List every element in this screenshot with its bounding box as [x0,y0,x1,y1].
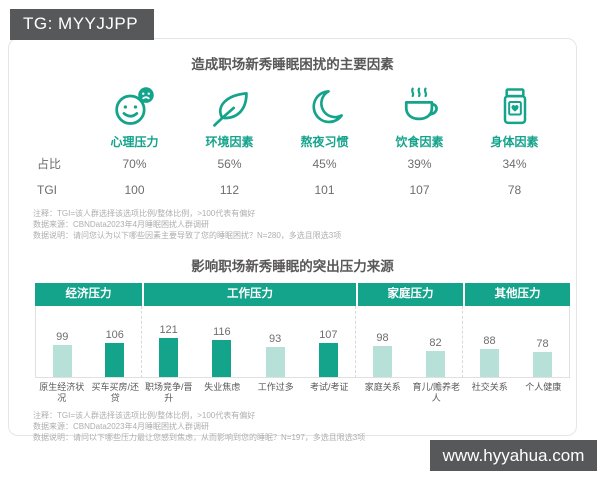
share-value: 70% [122,157,147,171]
tg-tag-badge: TG: MYYJJPP [10,9,155,40]
bar-value: 99 [56,330,69,343]
bar-value: 116 [213,325,231,338]
factor-label: 心理压力 [110,135,159,149]
bar-value: 88 [483,334,496,347]
bar-column: 106 [105,328,125,377]
bar-column: 88 [480,335,499,377]
section1-notes: 注释：TGI=该人群选择该选项比例/整体比例，>100代表有偏好 数据来源：CB… [33,208,576,242]
bars-area: 121 116 93 107 [142,305,356,378]
pressure-group-header: 家庭压力 [356,282,463,306]
bar-value: 82 [429,336,442,349]
bar [480,348,499,377]
note-line: 数据说明：请问您认为以下哪些因素主要导致了您的睡眠困扰？N=280，多选且限选3… [33,231,342,241]
bar-label: 失业焦虑 [204,381,241,392]
factors-table: 心理压力 环境因素 熬夜习惯 饮食因素 身体因素 占比 70% 56% 45% … [29,83,562,203]
infographic-card: 造成职场新秀睡眠困扰的主要因素 心理压力 环境因素 [8,38,577,442]
bar-value: 121 [159,323,178,336]
share-value: 56% [217,157,242,171]
factor-label: 身体因素 [490,135,539,149]
bar-label: 买车买房/还贷 [91,381,139,404]
row-label-tgi: TGI [37,183,57,197]
tgi-value: 101 [314,183,335,197]
bar [373,345,392,377]
bar-labels-row: 家庭关系 育儿/赡养老人 [356,378,463,405]
pressure-group-header: 工作压力 [142,282,356,306]
factor-label: 熬夜习惯 [300,135,349,149]
bar-column: 121 [159,323,179,377]
pressure-group: 经济压力 99 106 原生经济状况 买车买房/还贷 [35,282,142,405]
bar-value: 78 [536,337,549,350]
bar-column: 98 [373,332,392,377]
section2-title: 影响职场新秀睡眠的突出压力来源 [191,258,394,274]
note-line: 注释：TGI=该人群选择该选项比例/整体比例，>100代表有偏好 [33,209,256,218]
pressure-group: 其他压力 88 78 社交关系 个人健康 [463,282,570,405]
bar [533,351,552,377]
bar [212,339,232,377]
factor-label: 饮食因素 [395,135,444,149]
bar-label: 工作过多 [257,381,294,392]
bar-column: 93 [265,332,285,377]
tgi-value: 107 [409,183,430,197]
bar-label: 考试/考证 [309,381,349,392]
moon-icon [277,83,372,129]
bar-column: 116 [212,325,232,377]
pressure-chart: 经济压力 99 106 原生经济状况 买车买房/还贷 工作压力 121 116 93 107 职场竞… [35,282,570,405]
bar-label: 育儿/赡养老人 [412,381,460,404]
section1-title: 造成职场新秀睡眠困扰的主要因素 [191,57,394,72]
bars-area: 88 78 [463,305,570,378]
pressure-group-header: 经济压力 [35,282,142,306]
bar-column: 78 [533,338,552,377]
bar-value: 98 [376,331,389,344]
tgi-value: 100 [124,183,145,197]
share-value: 34% [502,157,527,171]
bar-column: 107 [318,328,338,377]
bar [426,350,445,377]
note-line: 数据说明：请问以下哪些压力最让您感到焦虑，从而影响到您的睡眠？N=197，多选且… [33,433,366,443]
bar-labels-row: 社交关系 个人健康 [463,378,570,394]
bar-label: 原生经济状况 [39,381,85,404]
pressure-group: 家庭压力 98 82 家庭关系 育儿/赡养老人 [356,282,463,405]
bar [159,337,179,377]
row-label-share: 占比 [37,157,62,171]
bar-value: 107 [319,328,338,341]
website-badge: www.hyyahua.com [430,440,597,471]
bar-label: 职场竞争/晋升 [144,381,193,404]
bar [265,346,285,377]
tgi-value: 78 [507,183,522,197]
bar-label: 家庭关系 [364,381,401,392]
bar-labels-row: 原生经济状况 买车买房/还贷 [35,378,142,405]
factor-label: 环境因素 [205,135,254,149]
bar [52,344,72,377]
note-line: 注释：TGI=该人群选择该选项比例/整体比例，>100代表有偏好 [33,410,256,420]
bar-labels-row: 职场竞争/晋升 失业焦虑 工作过多 考试/考证 [142,378,356,405]
note-line: 数据来源：CBNData2023年4月睡眠困扰人群调研 [33,422,210,432]
cup-icon [372,83,467,129]
pressure-group-header: 其他压力 [463,282,570,306]
bar [105,342,125,377]
share-value: 45% [312,157,337,171]
bar-column: 82 [426,337,445,377]
section2-notes: 注释：TGI=该人群选择该选项比例/整体比例，>100代表有偏好 数据来源：CB… [33,410,576,444]
share-value: 39% [407,157,432,171]
bar-label: 个人健康 [525,381,562,392]
bar-value: 106 [105,328,124,341]
bars-area: 99 106 [35,305,142,378]
leaf-icon [182,83,277,129]
bar-label: 社交关系 [471,381,508,392]
smiley-moody-icon [87,83,182,129]
bar [318,342,338,377]
tgi-value: 112 [219,183,240,197]
bar-value: 93 [269,332,282,345]
note-line: 数据来源：CBNData2023年4月睡眠困扰人群调研 [33,220,210,230]
bars-area: 98 82 [356,305,463,378]
pressure-group: 工作压力 121 116 93 107 职场竞争/晋升 失业焦虑 工作过多 考试/考证 [142,282,356,405]
bar-column: 99 [52,330,72,377]
pill-bottle-icon [467,83,562,129]
